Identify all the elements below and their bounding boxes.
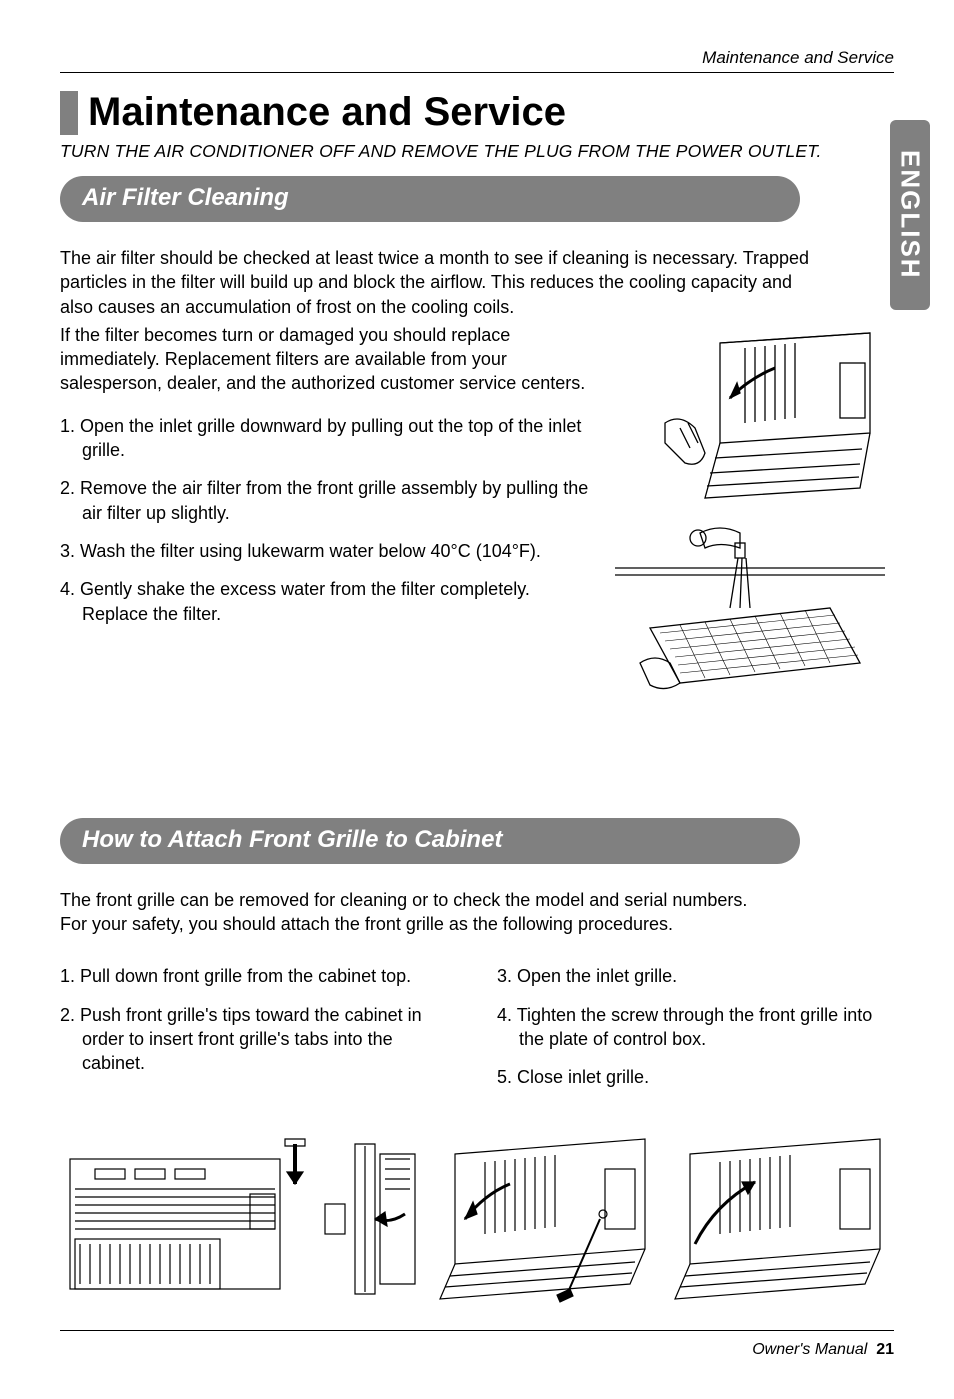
section-heading-front-grille: How to Attach Front Grille to Cabinet bbox=[60, 818, 800, 864]
air-filter-steps: 1. Open the inlet grille downward by pul… bbox=[60, 414, 600, 626]
step-item: 1. Pull down front grille from the cabin… bbox=[60, 964, 457, 988]
grille-intro: The front grille can be removed for clea… bbox=[60, 888, 894, 937]
title-accent-bar bbox=[60, 91, 78, 135]
step-item: 2. Push front grille's tips toward the c… bbox=[60, 1003, 457, 1076]
grille-steps-left: 1. Pull down front grille from the cabin… bbox=[60, 964, 457, 1075]
page-footer: Owner's Manual 21 bbox=[60, 1330, 894, 1359]
air-filter-intro: The air filter should be checked at leas… bbox=[60, 246, 820, 319]
step-item: 5. Close inlet grille. bbox=[497, 1065, 894, 1089]
language-tab-label: ENGLISH bbox=[895, 150, 926, 280]
illustration-pull-grille bbox=[60, 1134, 315, 1304]
step-item: 2. Remove the air filter from the front … bbox=[60, 476, 600, 525]
warning-subhead: TURN THE AIR CONDITIONER OFF AND REMOVE … bbox=[60, 141, 894, 162]
footer-label: Owner's Manual bbox=[752, 1341, 867, 1358]
section-heading-air-filter: Air Filter Cleaning bbox=[60, 176, 800, 222]
page-title-text: Maintenance and Service bbox=[88, 90, 566, 135]
illustration-tighten-screw bbox=[425, 1134, 660, 1304]
step-item: 3. Wash the filter using lukewarm water … bbox=[60, 539, 600, 563]
step-item: 4. Tighten the screw through the front g… bbox=[497, 1003, 894, 1052]
footer-page-number: 21 bbox=[876, 1341, 894, 1358]
illustration-open-grille bbox=[610, 323, 890, 513]
step-item: 1. Open the inlet grille downward by pul… bbox=[60, 414, 600, 463]
running-head: Maintenance and Service bbox=[702, 48, 894, 68]
page-title: Maintenance and Service bbox=[60, 90, 894, 135]
illustration-close-grille bbox=[660, 1134, 895, 1304]
language-tab: ENGLISH bbox=[890, 120, 930, 310]
step-item: 4. Gently shake the excess water from th… bbox=[60, 577, 600, 626]
header-rule bbox=[60, 72, 894, 73]
step-item: 3. Open the inlet grille. bbox=[497, 964, 894, 988]
filter-replace-para: If the filter becomes turn or damaged yo… bbox=[60, 323, 600, 396]
illustration-push-tabs bbox=[315, 1134, 425, 1304]
illustration-wash-filter bbox=[610, 513, 890, 703]
grille-steps-right: 3. Open the inlet grille. 4. Tighten the… bbox=[497, 964, 894, 1089]
